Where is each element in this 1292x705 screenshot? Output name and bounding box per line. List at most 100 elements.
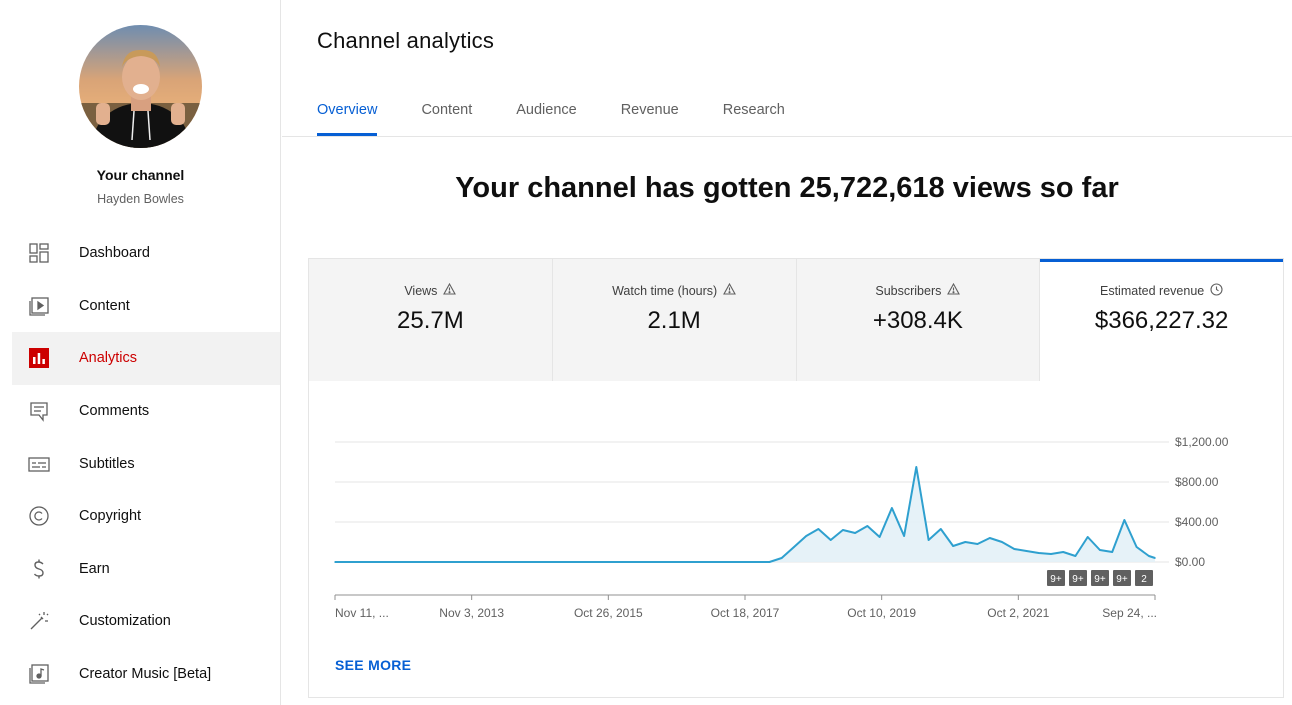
- data-point: [817, 528, 820, 530]
- metric-label: Estimated revenue: [1100, 284, 1205, 298]
- tab-revenue[interactable]: Revenue: [620, 102, 679, 118]
- sidebar-item-analytics[interactable]: Analytics: [12, 332, 280, 385]
- sidebar-item-label: Creator Music [Beta]: [79, 666, 212, 683]
- data-point: [988, 537, 991, 539]
- data-point: [1025, 550, 1028, 552]
- metric-label: Watch time (hours): [612, 283, 718, 298]
- analytics-icon: [28, 347, 50, 369]
- data-point: [854, 532, 856, 534]
- comments-icon: [28, 400, 50, 422]
- warning-icon: [947, 282, 961, 298]
- x-tick-label: Oct 18, 2017: [711, 606, 780, 620]
- sidebar-item-label: Analytics: [79, 350, 138, 367]
- y-tick-label: $1,200.00: [1175, 435, 1229, 449]
- annotation-badge: [1135, 570, 1153, 586]
- x-tick-label: Nov 11, ...: [335, 606, 389, 620]
- sidebar-item-label: Subtitles: [79, 455, 135, 472]
- metric-label: Views: [404, 283, 438, 298]
- sidebar-item-label: Copyright: [79, 508, 142, 525]
- data-point: [1148, 555, 1150, 557]
- sidebar-item-label: Content: [79, 297, 130, 314]
- metric-value: $366,227.32: [1094, 307, 1229, 334]
- metric-views[interactable]: Views 25.7M: [309, 259, 553, 381]
- music-icon: [28, 663, 50, 685]
- magic-wand-icon: [28, 610, 50, 632]
- sidebar-item-subtitles[interactable]: Subtitles: [12, 437, 280, 490]
- tab-audience[interactable]: Audience: [516, 102, 577, 118]
- dollar-icon: [28, 558, 50, 580]
- data-point: [1013, 548, 1016, 550]
- data-point: [927, 539, 930, 541]
- views-headline: Your channel has gotten 25,722,618 views…: [455, 172, 1119, 204]
- see-more-link[interactable]: SEE MORE: [335, 657, 412, 673]
- annotation-badge: [1113, 570, 1131, 586]
- tab-overview[interactable]: Overview: [317, 93, 378, 137]
- clock-icon: [1210, 283, 1223, 299]
- y-tick-label: $400.00: [1175, 515, 1219, 529]
- sidebar-item-label: Dashboard: [79, 245, 150, 262]
- sidebar-item-customization[interactable]: Customization: [12, 595, 280, 648]
- annotation-badge-label: 9+: [1094, 574, 1106, 585]
- sidebar-item-earn[interactable]: Earn: [12, 543, 280, 596]
- tab-research[interactable]: Research: [722, 102, 785, 118]
- data-point: [1062, 551, 1065, 553]
- data-point: [903, 535, 905, 537]
- annotation-badge-label: 9+: [1050, 574, 1062, 585]
- data-point: [976, 543, 979, 545]
- data-point: [952, 545, 954, 547]
- annotation-badge-label: 9+: [1116, 574, 1128, 585]
- page-title: Channel analytics: [317, 28, 495, 53]
- sidebar-item-copyright[interactable]: Copyright: [12, 490, 280, 543]
- main-content: Channel analytics Overview Content Audie…: [282, 0, 1292, 705]
- sidebar-item-label: Earn: [79, 560, 110, 577]
- tabs-divider: [282, 136, 1292, 137]
- sidebar-item-creator-music[interactable]: Creator Music [Beta]: [12, 648, 280, 701]
- dashboard-icon: [28, 242, 50, 264]
- data-point: [1135, 546, 1138, 548]
- revenue-chart[interactable]: $1,200.00 $800.00 $400.00 $0.00 9+ 9+ 9+ 9+ 2 Nov…: [309, 409, 1283, 639]
- x-tick-label: Oct 2, 2021: [987, 606, 1049, 620]
- metric-subscribers[interactable]: Subscribers +308.4K: [796, 259, 1041, 381]
- data-point: [940, 528, 942, 530]
- overview-card: Views 25.7M Watch time (hours) 2.1M: [308, 258, 1284, 698]
- data-point: [964, 541, 967, 543]
- data-point: [334, 561, 336, 563]
- revenue-area: [335, 467, 1155, 562]
- annotation-badge-label: 9+: [1072, 574, 1084, 585]
- metric-label: Subscribers: [875, 283, 942, 298]
- tab-content[interactable]: Content: [421, 102, 473, 118]
- annotation-badge-label: 2: [1141, 574, 1147, 585]
- sidebar: Your channel Hayden Bowles Dashboard Con…: [0, 0, 281, 705]
- data-point: [1037, 552, 1040, 554]
- data-point: [1099, 549, 1101, 551]
- sidebar-nav: Dashboard Content Analytics: [12, 227, 280, 700]
- warning-icon: [443, 282, 457, 298]
- data-point: [866, 525, 869, 527]
- revenue-line: [335, 466, 1156, 563]
- metric-estimated-revenue[interactable]: Estimated revenue $366,227.32: [1040, 259, 1283, 381]
- x-tick-label: Nov 3, 2013: [439, 606, 504, 620]
- avatar[interactable]: [79, 25, 202, 148]
- annotation-badge: [1069, 570, 1087, 586]
- content-icon: [28, 295, 50, 317]
- annotation-badge: [1047, 570, 1065, 586]
- data-point: [915, 466, 918, 468]
- sidebar-item-comments[interactable]: Comments: [12, 385, 280, 438]
- data-point: [793, 546, 795, 548]
- channel-title: Your channel: [96, 167, 185, 183]
- x-tick-label: Oct 26, 2015: [574, 606, 643, 620]
- subtitles-icon: [28, 453, 50, 475]
- sidebar-item-dashboard[interactable]: Dashboard: [12, 227, 280, 280]
- metric-value: 25.7M: [397, 307, 464, 334]
- copyright-icon: [28, 505, 50, 527]
- metric-value: +308.4K: [872, 307, 963, 334]
- sidebar-item-label: Customization: [79, 613, 171, 630]
- sidebar-item-label: Comments: [79, 403, 150, 420]
- sidebar-item-content[interactable]: Content: [12, 280, 280, 333]
- data-point: [768, 561, 771, 563]
- metric-watch-time[interactable]: Watch time (hours) 2.1M: [552, 259, 797, 381]
- analytics-tabs: Overview Content Audience Revenue Resear…: [317, 93, 829, 137]
- data-point: [1074, 555, 1077, 557]
- data-point: [891, 507, 893, 509]
- data-point: [805, 535, 807, 537]
